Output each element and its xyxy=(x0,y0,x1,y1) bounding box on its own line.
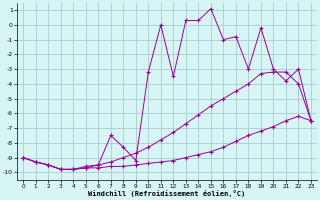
X-axis label: Windchill (Refroidissement éolien,°C): Windchill (Refroidissement éolien,°C) xyxy=(88,190,246,197)
